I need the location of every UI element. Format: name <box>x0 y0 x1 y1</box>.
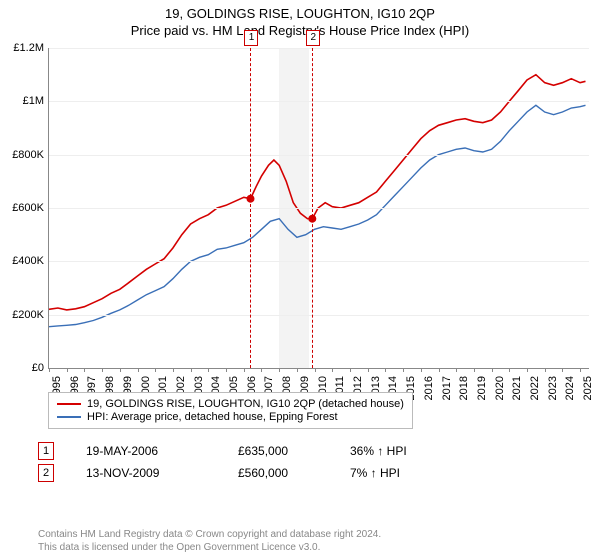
plot-area: 12 <box>48 48 589 369</box>
event-marker-box: 1 <box>38 442 54 460</box>
event-number-box: 2 <box>306 30 320 46</box>
y-axis-label: £800K <box>0 149 44 161</box>
x-axis-label: 2022 <box>529 376 541 426</box>
event-price: £635,000 <box>238 444 318 458</box>
event-marker-box: 2 <box>38 464 54 482</box>
event-row: 1 19-MAY-2006 £635,000 36% ↑ HPI <box>38 442 440 460</box>
event-price: £560,000 <box>238 466 318 480</box>
event-vline <box>250 48 251 368</box>
y-axis-label: £600K <box>0 202 44 214</box>
legend-label: HPI: Average price, detached house, Eppi… <box>87 411 338 423</box>
x-axis-label: 2025 <box>582 376 594 426</box>
legend-row: HPI: Average price, detached house, Eppi… <box>57 411 404 423</box>
legend-label: 19, GOLDINGS RISE, LOUGHTON, IG10 2QP (d… <box>87 398 404 410</box>
y-axis-label: £400K <box>0 255 44 267</box>
event-delta: 7% ↑ HPI <box>350 466 440 480</box>
x-axis-label: 2018 <box>458 376 470 426</box>
legend: 19, GOLDINGS RISE, LOUGHTON, IG10 2QP (d… <box>48 392 413 429</box>
x-axis-label: 2023 <box>547 376 559 426</box>
x-axis-label: 2024 <box>564 376 576 426</box>
event-vline <box>312 48 313 368</box>
chart-container: 19, GOLDINGS RISE, LOUGHTON, IG10 2QP Pr… <box>0 0 600 560</box>
footer: Contains HM Land Registry data © Crown c… <box>38 528 381 554</box>
event-number-box: 1 <box>244 30 258 46</box>
events-table: 1 19-MAY-2006 £635,000 36% ↑ HPI 2 13-NO… <box>38 438 440 486</box>
x-axis-label: 2016 <box>423 376 435 426</box>
y-axis-label: £1.2M <box>0 42 44 54</box>
event-date: 13-NOV-2009 <box>86 466 206 480</box>
series-property <box>49 75 586 310</box>
series-hpi <box>49 105 586 326</box>
footer-line: Contains HM Land Registry data © Crown c… <box>38 528 381 541</box>
chart-area: 12 £0£200K£400K£600K£800K£1M£1.2M1995199… <box>0 42 600 432</box>
x-axis-label: 2019 <box>476 376 488 426</box>
legend-row: 19, GOLDINGS RISE, LOUGHTON, IG10 2QP (d… <box>57 398 404 410</box>
y-axis-label: £200K <box>0 309 44 321</box>
footer-line: This data is licensed under the Open Gov… <box>38 541 381 554</box>
title-main: 19, GOLDINGS RISE, LOUGHTON, IG10 2QP <box>0 0 600 21</box>
legend-swatch <box>57 403 81 405</box>
event-delta: 36% ↑ HPI <box>350 444 440 458</box>
title-sub: Price paid vs. HM Land Registry's House … <box>0 21 600 42</box>
y-axis-label: £0 <box>0 362 44 374</box>
event-date: 19-MAY-2006 <box>86 444 206 458</box>
x-axis-label: 2020 <box>494 376 506 426</box>
event-row: 2 13-NOV-2009 £560,000 7% ↑ HPI <box>38 464 440 482</box>
legend-swatch <box>57 416 81 418</box>
y-axis-label: £1M <box>0 95 44 107</box>
x-axis-label: 2017 <box>441 376 453 426</box>
x-axis-label: 2021 <box>511 376 523 426</box>
